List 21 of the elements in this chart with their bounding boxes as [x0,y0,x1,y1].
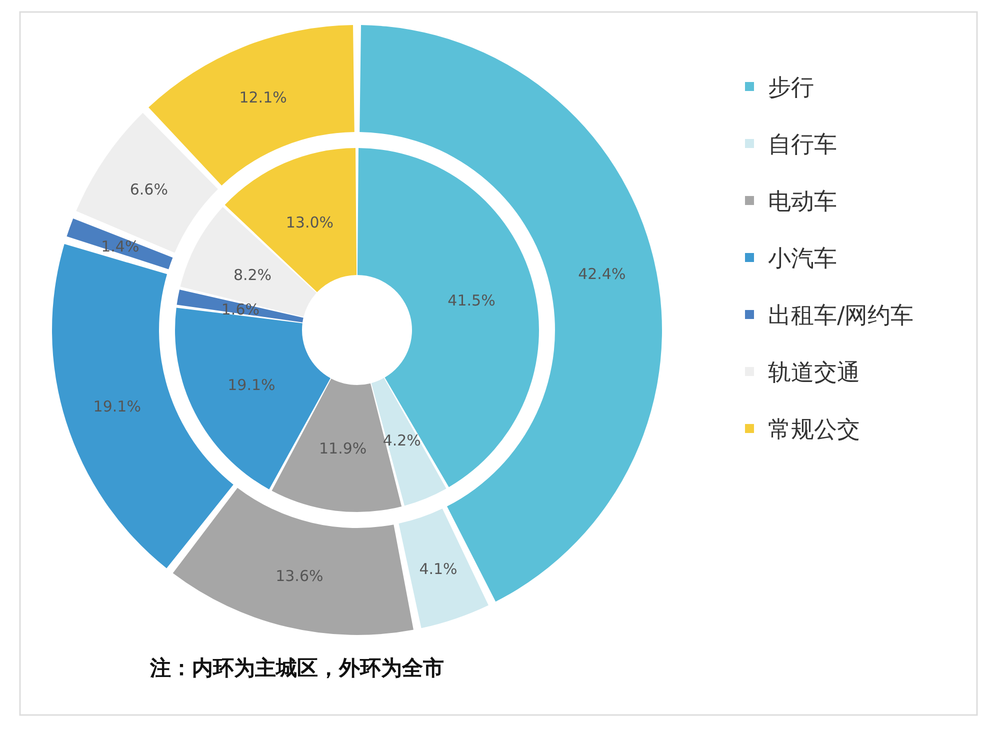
data-label: 42.4% [578,264,626,283]
data-label: 4.2% [382,432,421,450]
data-label: 4.1% [419,560,458,578]
legend-label: 电动车 [768,189,837,215]
data-label: 13.6% [276,566,324,585]
data-label: 13.0% [286,213,334,232]
legend-label: 步行 [768,75,814,101]
text: 注：内环为主城区，外环为全市 [149,656,444,680]
data-label: 8.2% [233,266,272,284]
legend-label: 自行车 [768,132,837,158]
data-label: 41.5% [448,291,496,310]
data-label: 11.9% [318,440,367,458]
data-label: 6.6% [130,180,168,199]
data-label: 19.1% [93,398,141,416]
legend-label: 出租车/网约车 [768,303,914,329]
data-label: 19.1% [228,376,276,394]
legend-label: 小汽车 [768,246,837,272]
legend-label: 常规公交 [768,417,860,443]
data-label: 12.1% [239,88,287,107]
data-label: 1.4% [101,237,140,256]
legend-label: 轨道交通 [768,360,860,386]
